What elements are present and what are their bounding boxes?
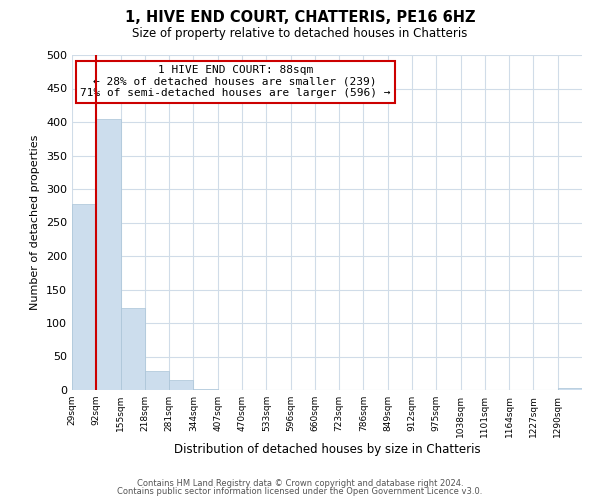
Bar [145,371,169,390]
Y-axis label: Number of detached properties: Number of detached properties [31,135,40,310]
Text: Contains HM Land Registry data © Crown copyright and database right 2024.: Contains HM Land Registry data © Crown c… [137,478,463,488]
Bar [169,380,193,390]
Text: Size of property relative to detached houses in Chatteris: Size of property relative to detached ho… [133,28,467,40]
X-axis label: Distribution of detached houses by size in Chatteris: Distribution of detached houses by size … [173,442,481,456]
Bar [72,204,96,390]
Text: 1 HIVE END COURT: 88sqm
← 28% of detached houses are smaller (239)
71% of semi-d: 1 HIVE END COURT: 88sqm ← 28% of detache… [80,65,391,98]
Bar [121,308,145,390]
Bar [96,118,121,390]
Bar [193,388,218,390]
Text: Contains public sector information licensed under the Open Government Licence v3: Contains public sector information licen… [118,487,482,496]
Text: 1, HIVE END COURT, CHATTERIS, PE16 6HZ: 1, HIVE END COURT, CHATTERIS, PE16 6HZ [125,10,475,25]
Bar [558,388,582,390]
